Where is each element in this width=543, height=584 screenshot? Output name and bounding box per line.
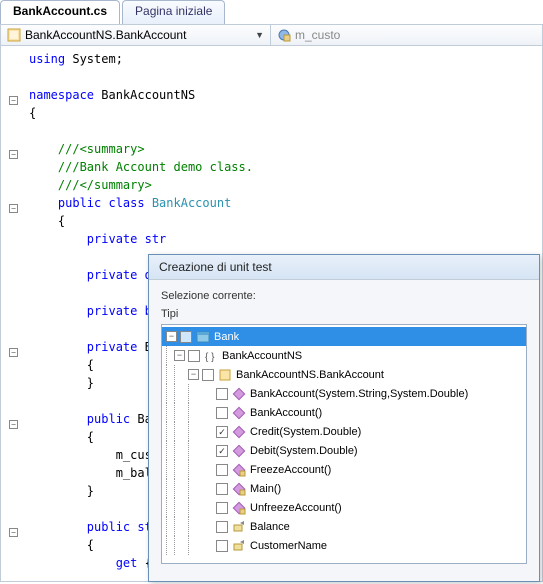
method-icon (232, 444, 246, 458)
tab-start-page[interactable]: Pagina iniziale (122, 0, 225, 24)
checkbox[interactable] (216, 502, 228, 514)
fold-toggle[interactable]: − (9, 528, 18, 537)
class-icon (7, 28, 21, 42)
chevron-down-icon: ▼ (255, 30, 264, 40)
tree-namespace[interactable]: − { } BankAccountNS (162, 346, 526, 365)
tree-method[interactable]: Main() (162, 479, 526, 498)
tree-label-text: Balance (250, 521, 290, 533)
unit-test-dialog: Creazione di unit test Selezione corrent… (148, 254, 540, 582)
checkbox[interactable] (216, 540, 228, 552)
fold-toggle[interactable]: − (9, 150, 18, 159)
method-icon (232, 406, 246, 420)
expand-toggle[interactable]: − (166, 331, 177, 342)
solution-icon (196, 330, 210, 344)
type-tree: − Bank − { } BankAccountNS − BankAccount… (161, 324, 527, 564)
tree-label-text: Bank (214, 331, 239, 343)
class-icon (218, 368, 232, 382)
tree-label-text: Debit(System.Double) (250, 445, 358, 457)
method-icon (232, 425, 246, 439)
dialog-subtitle: Selezione corrente: (149, 280, 539, 306)
tree-label-text: UnfreezeAccount() (250, 502, 342, 514)
fold-toggle[interactable]: − (9, 96, 18, 105)
checkbox-checked[interactable]: ✓ (216, 445, 228, 457)
checkbox[interactable] (188, 350, 200, 362)
nav-toolbar: BankAccountNS.BankAccount ▼ m_custo (0, 24, 543, 46)
tree-label-text: BankAccountNS (222, 350, 302, 362)
checkbox[interactable] (216, 388, 228, 400)
tree-method[interactable]: ✓ Credit(System.Double) (162, 422, 526, 441)
fold-toggle[interactable]: − (9, 204, 18, 213)
tree-method[interactable]: FreezeAccount() (162, 460, 526, 479)
dialog-title: Creazione di unit test (149, 255, 539, 280)
checkbox[interactable] (216, 407, 228, 419)
tree-method[interactable]: BankAccount() (162, 403, 526, 422)
tree-label-text: BankAccount() (250, 407, 322, 419)
property-icon (232, 539, 246, 553)
tree-label-text: Credit(System.Double) (250, 426, 361, 438)
expand-toggle[interactable]: − (174, 350, 185, 361)
method-private-icon (232, 482, 246, 496)
scope-label: BankAccountNS.BankAccount (25, 28, 186, 42)
tree-label-text: FreezeAccount() (250, 464, 331, 476)
member-dropdown[interactable]: m_custo (271, 25, 542, 45)
checkbox[interactable] (216, 521, 228, 533)
fold-toggle[interactable]: − (9, 420, 18, 429)
member-label: m_custo (295, 28, 340, 42)
checkbox[interactable] (202, 369, 214, 381)
tree-method[interactable]: ✓ Debit(System.Double) (162, 441, 526, 460)
tab-bar: BankAccount.cs Pagina iniziale (0, 0, 543, 24)
scope-dropdown[interactable]: BankAccountNS.BankAccount ▼ (1, 25, 271, 45)
checkbox[interactable] (180, 331, 192, 343)
svg-text:{ }: { } (205, 352, 215, 363)
tree-class[interactable]: − BankAccountNS.BankAccount (162, 365, 526, 384)
tree-label-text: BankAccountNS.BankAccount (236, 369, 384, 381)
tree-method[interactable]: BankAccount(System.String,System.Double) (162, 384, 526, 403)
tree-body: − Bank − { } BankAccountNS − BankAccount… (162, 325, 526, 557)
method-icon (232, 387, 246, 401)
expand-toggle[interactable]: − (188, 369, 199, 380)
method-private-icon (232, 501, 246, 515)
tab-bankaccount[interactable]: BankAccount.cs (0, 0, 120, 24)
tree-property[interactable]: Balance (162, 517, 526, 536)
tree-label: Tipi (149, 306, 539, 322)
fold-gutter: − − − − − − (1, 46, 23, 581)
field-icon (277, 28, 291, 42)
tree-label-text: Main() (250, 483, 281, 495)
tree-label-text: CustomerName (250, 540, 327, 552)
method-private-icon (232, 463, 246, 477)
fold-toggle[interactable]: − (9, 348, 18, 357)
tree-method[interactable]: UnfreezeAccount() (162, 498, 526, 517)
tree-label-text: BankAccount(System.String,System.Double) (250, 388, 468, 400)
namespace-icon: { } (204, 349, 218, 363)
checkbox[interactable] (216, 464, 228, 476)
property-icon (232, 520, 246, 534)
checkbox[interactable] (216, 483, 228, 495)
checkbox-checked[interactable]: ✓ (216, 426, 228, 438)
tree-root[interactable]: − Bank (162, 327, 526, 346)
tree-property[interactable]: CustomerName (162, 536, 526, 555)
